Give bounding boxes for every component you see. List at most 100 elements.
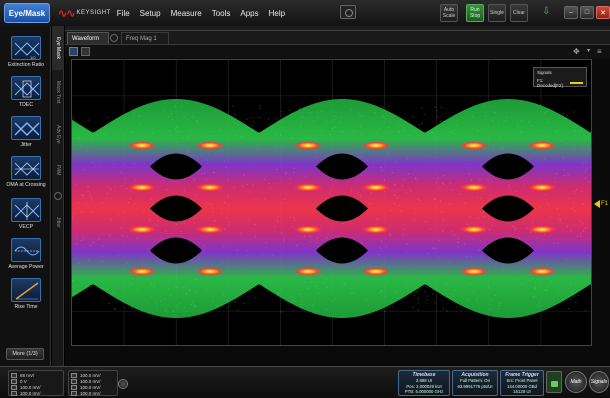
tab-scroll-icon[interactable] bbox=[110, 34, 118, 42]
trace-sample bbox=[128, 282, 129, 283]
tab-jitter[interactable]: Jitter bbox=[52, 206, 64, 238]
trace-sample bbox=[403, 179, 404, 180]
trace-sample bbox=[361, 153, 362, 154]
trace-sample bbox=[517, 124, 518, 125]
single-button[interactable]: Single bbox=[488, 4, 506, 22]
trace-sample bbox=[123, 163, 124, 164]
hamburger-menu-icon[interactable]: ≡ bbox=[597, 47, 607, 56]
measure-rise-time-button[interactable]: Rise Time bbox=[4, 278, 48, 310]
trace-sample bbox=[318, 293, 319, 294]
signal-level-marker[interactable]: F1 bbox=[594, 200, 608, 208]
tab-waveform[interactable]: Waveform bbox=[67, 32, 109, 44]
math-button[interactable]: Math bbox=[565, 371, 587, 393]
menu-setup[interactable]: Setup bbox=[140, 9, 161, 18]
trace-sample bbox=[382, 116, 383, 117]
trace-sample bbox=[90, 195, 91, 196]
lock-icon[interactable] bbox=[546, 371, 562, 393]
trace-sample bbox=[321, 267, 322, 268]
trace-sample bbox=[142, 265, 143, 266]
single-grid-icon[interactable] bbox=[69, 47, 78, 56]
measure-vecp-button[interactable]: VECP bbox=[4, 198, 48, 230]
zoom-move-icon[interactable]: ✥ bbox=[573, 47, 583, 56]
trace-sample bbox=[477, 197, 478, 198]
trace-sample bbox=[81, 211, 82, 212]
trace-sample bbox=[339, 122, 340, 123]
trace-sample bbox=[407, 158, 408, 159]
trace-sample bbox=[505, 120, 506, 121]
tab-freq-mag[interactable]: Freq Mag 1 bbox=[121, 32, 169, 44]
add-channel-icon[interactable] bbox=[118, 379, 128, 389]
trace-sample bbox=[580, 220, 581, 221]
tab-mask-test[interactable]: Mask Test bbox=[52, 70, 64, 114]
acquisition-panel[interactable]: Acquisition Full Pattern: On 63.9991776 … bbox=[452, 370, 498, 396]
tab-eye-mask[interactable]: Eye Mask bbox=[52, 26, 64, 70]
menu-measure[interactable]: Measure bbox=[171, 9, 202, 18]
eye-mask-mode-button[interactable]: Eye/Mask bbox=[4, 3, 50, 23]
signals-legend[interactable]: Signals F1: Decoded[F2] bbox=[533, 67, 587, 87]
menu-file[interactable]: File bbox=[117, 9, 130, 18]
trace-sample bbox=[554, 243, 555, 244]
trace-sample bbox=[449, 203, 450, 204]
trace-sample bbox=[558, 289, 559, 290]
measure-average-power-button[interactable]: Average Power bbox=[4, 238, 48, 270]
trace-sample bbox=[473, 291, 474, 292]
trace-sample bbox=[187, 150, 188, 151]
trace-sample bbox=[381, 241, 382, 242]
trace-sample bbox=[419, 124, 420, 125]
trace-sample bbox=[440, 200, 441, 201]
menu-tools[interactable]: Tools bbox=[212, 9, 231, 18]
channel-swatch bbox=[71, 391, 77, 396]
screenshot-camera-icon[interactable] bbox=[340, 5, 356, 19]
trace-sample bbox=[426, 286, 427, 287]
trace-sample bbox=[564, 268, 565, 269]
measure-oma-crossing-button[interactable]: OMA at Crossing bbox=[4, 156, 48, 188]
trace-sample bbox=[473, 238, 474, 239]
measure-tdec-button[interactable]: TDEC bbox=[4, 76, 48, 108]
collapse-arrow-icon[interactable] bbox=[54, 192, 62, 200]
acquisition-rate: 63.9991776 pts/UI bbox=[456, 384, 494, 390]
trace-sample bbox=[563, 112, 564, 113]
trace-sample bbox=[176, 276, 177, 277]
crossing-hotspot bbox=[460, 184, 488, 192]
channel-group-mid[interactable]: 100.0 mV/ 100.0 mV/ 100.0 mV/ 100.0 mV/ bbox=[68, 370, 118, 396]
trace-sample bbox=[321, 111, 322, 112]
measure-jitter-button[interactable]: Jitter bbox=[4, 116, 48, 148]
trace-sample bbox=[350, 293, 351, 294]
crossing-hotspot bbox=[196, 142, 224, 150]
trace-sample bbox=[234, 187, 235, 188]
signals-button[interactable]: Signals bbox=[589, 371, 609, 393]
trace-sample bbox=[425, 221, 426, 222]
tab-pam[interactable]: PAM bbox=[52, 154, 64, 186]
measure-extinction-ratio-button[interactable]: 1/0 Extinction Ratio bbox=[4, 36, 48, 68]
undo-arrow-icon[interactable]: ⇩ bbox=[542, 6, 556, 18]
restore-icon[interactable]: □ bbox=[580, 6, 594, 19]
more-measurements-button[interactable]: More (1/3) bbox=[6, 348, 44, 360]
crossing-hotspot bbox=[362, 184, 390, 192]
trigger-panel[interactable]: Frame Trigger Src: Front Panel 144.00000… bbox=[500, 370, 544, 396]
menu-help[interactable]: Help bbox=[269, 9, 285, 18]
trace-sample bbox=[79, 139, 80, 140]
channel-group-left[interactable]: 68 mV/ 0 V 100.0 mV/ 100.0 mV/ bbox=[8, 370, 64, 396]
trace-sample bbox=[379, 129, 380, 130]
menu-apps[interactable]: Apps bbox=[240, 9, 258, 18]
clear-button[interactable]: Clear bbox=[510, 4, 528, 22]
trace-sample bbox=[329, 269, 330, 270]
tab-adv-eye[interactable]: Adv Eye bbox=[52, 114, 64, 154]
trace-sample bbox=[424, 114, 425, 115]
trace-sample bbox=[248, 220, 249, 221]
auto-scale-button[interactable]: Auto Scale bbox=[440, 4, 458, 22]
eye-diagram-plot[interactable]: Signals F1: Decoded[F2] bbox=[71, 59, 592, 346]
trace-sample bbox=[437, 138, 438, 139]
trace-sample bbox=[498, 305, 499, 306]
stacked-grid-icon[interactable] bbox=[81, 47, 90, 56]
trace-sample bbox=[90, 245, 91, 246]
dropdown-chevron-icon[interactable]: ▾ bbox=[587, 47, 597, 56]
trace-sample bbox=[531, 125, 532, 126]
timebase-panel[interactable]: Timebase 3.888 UI Pos: 2.000029 kUI PTB:… bbox=[398, 370, 450, 396]
close-icon[interactable]: ✕ bbox=[596, 6, 610, 19]
trace-sample bbox=[520, 132, 521, 133]
trace-sample bbox=[586, 162, 587, 163]
trace-sample bbox=[481, 207, 482, 208]
run-stop-button[interactable]: Run Stop bbox=[466, 4, 484, 22]
minimize-icon[interactable]: – bbox=[564, 6, 578, 19]
